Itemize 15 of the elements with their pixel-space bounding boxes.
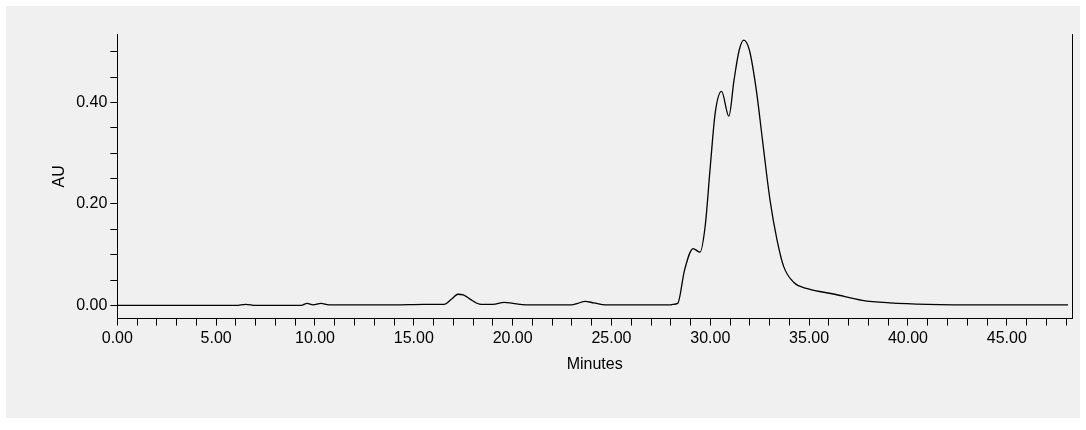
- x-tick-label: 5.00: [200, 328, 232, 346]
- y-tick-label: 0.20: [76, 194, 108, 212]
- x-axis-title: Minutes: [566, 354, 623, 372]
- x-tick-label: 15.00: [393, 328, 434, 346]
- x-tick-label: 30.00: [690, 328, 731, 346]
- x-tick-label: 10.00: [294, 328, 336, 346]
- x-tick-label: 40.00: [887, 328, 929, 346]
- x-tick-label: 35.00: [789, 328, 830, 346]
- y-tick-label: 0.40: [76, 92, 108, 110]
- x-tick-label: 0.00: [101, 328, 134, 346]
- y-tick-label: 0.00: [76, 295, 108, 313]
- x-tick-label: 25.00: [591, 328, 632, 346]
- x-tick-label: 45.00: [986, 328, 1027, 346]
- y-axis-title: AU: [50, 165, 68, 188]
- x-tick-label: 20.00: [492, 328, 533, 346]
